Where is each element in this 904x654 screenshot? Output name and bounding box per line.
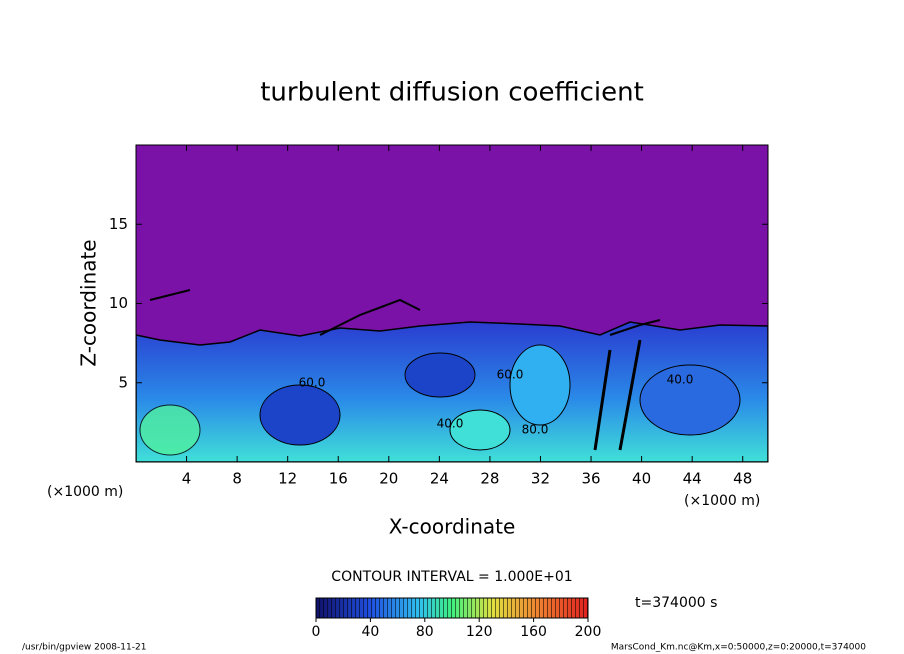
colorbar-tick-label: 80 [416, 624, 434, 640]
colorbar-tick-label: 200 [575, 624, 602, 640]
x-tick-label: 24 [430, 470, 449, 488]
field [136, 145, 768, 462]
x-tick-label: 8 [232, 470, 242, 488]
x-tick-label: 48 [733, 470, 752, 488]
eddy [139, 404, 201, 456]
contour-label: 60.0 [299, 376, 326, 390]
time-label: t=374000 s [635, 595, 717, 611]
y-tick-label: 15 [109, 215, 128, 233]
x-axis-label: X-coordinate [389, 515, 516, 539]
eddy [639, 364, 741, 436]
y-tick-label: 10 [109, 294, 128, 312]
contour-label: 60.0 [497, 368, 524, 382]
x-tick-label: 12 [278, 470, 297, 488]
contour-interval: CONTOUR INTERVAL = 1.000E+01 [331, 569, 572, 585]
chart-title: turbulent diffusion coefficient [260, 78, 644, 108]
x-tick-label: 28 [480, 470, 499, 488]
contour-line [149, 289, 661, 336]
eddy [509, 344, 571, 426]
x-tick-label: 16 [329, 470, 348, 488]
x-tick-label: 20 [379, 470, 398, 488]
eddy [404, 352, 476, 398]
y-unit: (×1000 m) [47, 484, 123, 500]
x-unit: (×1000 m) [684, 493, 760, 509]
y-tick-label: 5 [118, 373, 128, 391]
colorbar-tick-label: 120 [466, 624, 493, 640]
contour-label: 80.0 [522, 423, 549, 437]
x-tick-label: 44 [683, 470, 702, 488]
footer-left: /usr/bin/gpview 2008-11-21 [22, 643, 146, 653]
contour-line [319, 298, 421, 336]
colorbar-tick-label: 160 [520, 624, 547, 640]
colorbar-tick-label: 40 [361, 624, 379, 640]
eddy [259, 384, 341, 446]
x-tick-label: 32 [531, 470, 550, 488]
contour-label: 40.0 [437, 417, 464, 431]
contour-label: 40.0 [667, 373, 694, 387]
colorbar-frame [315, 597, 589, 619]
eddy [449, 409, 511, 451]
y-axis-label: Z-coordinate [77, 239, 101, 366]
footer-right: MarsCond_Km.nc@Km,x=0:50000,z=0:20000,t=… [611, 643, 866, 653]
colorbar-tick-label: 0 [312, 624, 321, 640]
x-tick-label: 4 [182, 470, 192, 488]
x-tick-label: 40 [632, 470, 651, 488]
contour-line [593, 339, 642, 451]
x-tick-label: 36 [581, 470, 600, 488]
